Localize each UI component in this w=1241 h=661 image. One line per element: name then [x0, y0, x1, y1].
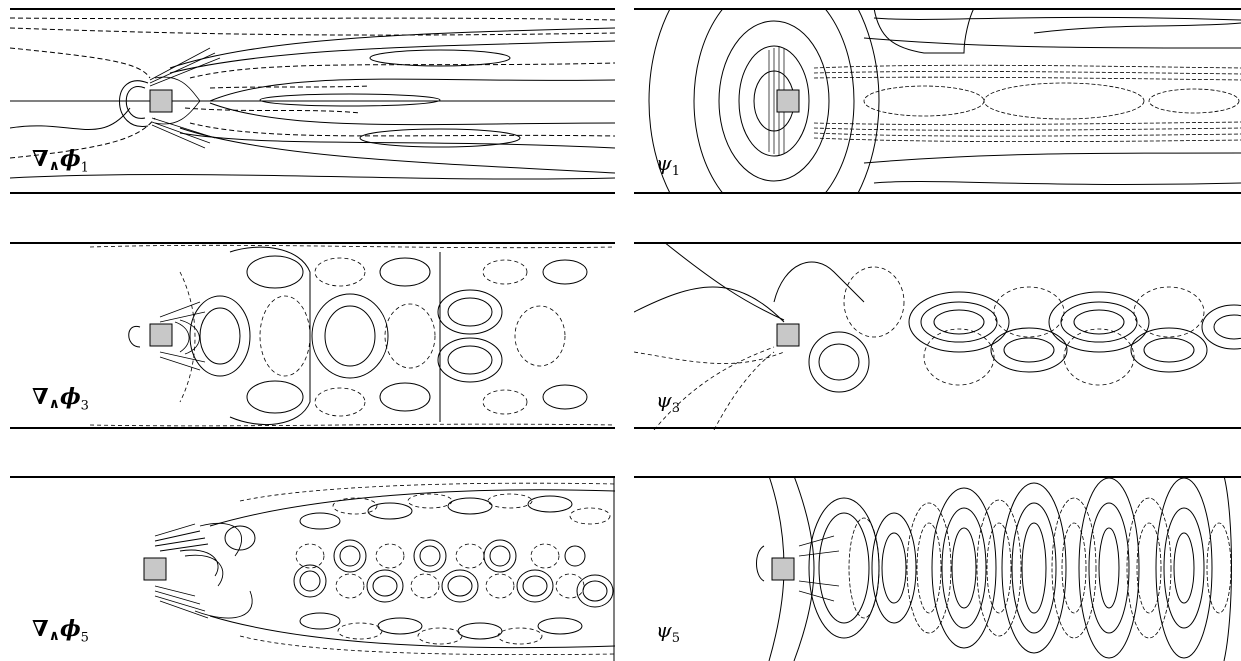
contour-plot-psi1 [634, 8, 1241, 194]
panel-label-psi3: ψ3 [656, 388, 680, 416]
contour-plot-psi5 [634, 476, 1241, 661]
phi-symbol: ϕ [59, 146, 81, 172]
contour-plot-curl-phi1 [10, 8, 615, 194]
contour-plot-psi3 [634, 242, 1241, 430]
mode-index: 1 [80, 160, 89, 176]
contour-panel-curl-phi5: ∇∧ϕ5 [10, 476, 615, 661]
contour-panel-curl-phi3: ∇∧ϕ3 [10, 242, 615, 430]
panel-label-curl-phi1: ∇∧ϕ1 [32, 146, 89, 175]
contour-plot-curl-phi3 [10, 242, 615, 429]
nabla-symbol: ∇ [32, 384, 49, 410]
mode-index: 3 [80, 398, 89, 414]
panel-label-curl-phi5: ∇∧ϕ5 [32, 616, 89, 645]
mode-index: 1 [671, 164, 680, 179]
panel-label-psi1: ψ1 [656, 151, 680, 179]
contour-panel-psi5: ψ5 [634, 476, 1241, 661]
phi-symbol: ϕ [59, 616, 81, 642]
contour-panel-psi3: ψ3 [634, 242, 1241, 430]
wedge-operator: ∧ [48, 396, 60, 412]
wedge-operator: ∧ [48, 158, 60, 174]
nabla-symbol: ∇ [32, 146, 49, 172]
psi-symbol: ψ [656, 618, 672, 642]
contour-panel-curl-phi1: ∇∧ϕ1 [10, 8, 615, 194]
wedge-operator: ∧ [48, 628, 60, 644]
panel-label-psi5: ψ5 [656, 618, 680, 646]
panel-label-curl-phi3: ∇∧ϕ3 [32, 384, 89, 413]
mode-index: 5 [80, 630, 89, 646]
psi-symbol: ψ [656, 388, 672, 412]
nabla-symbol: ∇ [32, 616, 49, 642]
contour-panel-psi1: ψ1 [634, 8, 1241, 194]
contour-plot-curl-phi5 [10, 476, 615, 661]
mode-index: 3 [671, 401, 680, 416]
phi-symbol: ϕ [59, 384, 81, 410]
mode-index: 5 [671, 631, 680, 646]
psi-symbol: ψ [656, 151, 672, 175]
